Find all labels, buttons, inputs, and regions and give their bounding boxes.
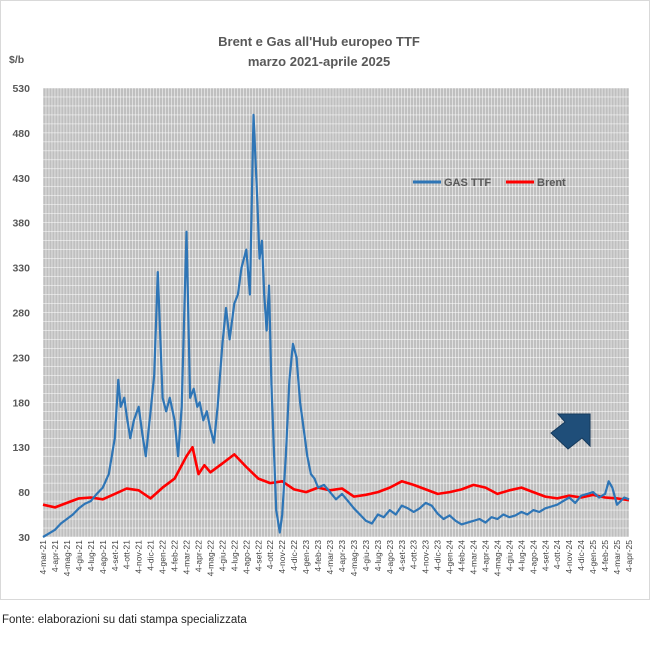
y-tick-label: 480 <box>12 128 30 140</box>
x-tick-label: 4-apr-23 <box>337 540 347 572</box>
x-tick-label: 4-set-24 <box>540 540 550 571</box>
x-tick-label: 4-ott-23 <box>409 540 419 570</box>
series-line-gas-ttf <box>42 113 630 538</box>
x-tick-label: 4-lug-24 <box>516 540 526 571</box>
x-tick-label: 4-mag-23 <box>349 540 359 577</box>
x-tick-label: 4-nov-23 <box>421 540 431 574</box>
x-tick-label: 4-ago-21 <box>98 540 108 574</box>
x-tick-label: 4-mag-21 <box>62 540 72 577</box>
x-tick-label: 4-nov-22 <box>277 540 287 574</box>
x-tick-label: 4-mag-22 <box>205 540 215 577</box>
x-tick-label: 4-feb-22 <box>170 540 180 572</box>
x-tick-label: 4-mar-23 <box>325 540 335 575</box>
x-tick-label: 4-mar-24 <box>469 540 479 575</box>
x-tick-label: 4-lug-23 <box>373 540 383 571</box>
x-tick-label: 4-lug-21 <box>86 540 96 571</box>
y-tick-label: 330 <box>12 263 30 275</box>
y-tick-label: 230 <box>12 352 30 364</box>
chart-title: Brent e Gas all'Hub europeo TTF <box>218 34 420 49</box>
x-tick-label: 4-giu-22 <box>217 540 227 571</box>
y-tick-label: 30 <box>18 532 30 544</box>
x-tick-label: 4-gen-24 <box>445 540 455 574</box>
x-tick-label: 4-set-22 <box>253 540 263 571</box>
x-tick-label: 4-lug-22 <box>229 540 239 571</box>
y-tick-label: 280 <box>12 308 30 320</box>
x-tick-label: 4-dic-22 <box>289 540 299 571</box>
x-tick-label: 4-giu-21 <box>74 540 84 571</box>
x-tick-label: 4-set-21 <box>110 540 120 571</box>
y-tick-label: 80 <box>18 487 30 499</box>
y-tick-label: 130 <box>12 442 30 454</box>
x-tick-label: 4-ott-22 <box>265 540 275 570</box>
x-tick-label: 4-feb-25 <box>600 540 610 572</box>
up-right-arrow-icon <box>550 413 591 450</box>
x-tick-label: 4-gen-23 <box>301 540 311 574</box>
x-tick-label: 4-ott-21 <box>122 540 132 570</box>
x-tick-label: 4-mar-21 <box>38 540 48 575</box>
x-tick-label: 4-ago-23 <box>385 540 395 574</box>
series-line-brent <box>42 445 630 509</box>
legend-label-gas-ttf: GAS TTF <box>444 177 491 189</box>
x-tick-label: 4-gen-22 <box>158 540 168 574</box>
x-tick-label: 4-ott-24 <box>552 540 562 570</box>
source-note: Fonte: elaborazioni su dati stampa speci… <box>2 614 247 626</box>
x-tick-label: 4-mar-25 <box>612 540 622 575</box>
y-tick-label: 530 <box>12 83 30 95</box>
x-tick-label: 4-ago-24 <box>528 540 538 574</box>
x-tick-label: 4-nov-21 <box>134 540 144 574</box>
x-tick-label: 4-apr-25 <box>624 540 634 572</box>
chart-subtitle: marzo 2021-aprile 2025 <box>248 54 390 69</box>
y-tick-label: 430 <box>12 173 30 185</box>
x-tick-label: 4-giu-24 <box>504 540 514 571</box>
x-tick-label: 4-apr-21 <box>50 540 60 572</box>
x-tick-label: 4-mag-24 <box>492 540 502 577</box>
series-layer <box>42 113 630 538</box>
x-tick-label: 4-feb-24 <box>457 540 467 572</box>
legend: GAS TTF Brent <box>413 177 566 189</box>
x-tick-label: 4-ago-22 <box>241 540 251 574</box>
y-axis-ticks: 30 80 130 180 230 280 330 380 430 480 530 <box>12 83 30 544</box>
y-axis-label: $/b <box>9 54 24 66</box>
x-tick-label: 4-dic-24 <box>576 540 586 571</box>
brent-gas-chart: Brent e Gas all'Hub europeo TTF marzo 20… <box>9 34 634 577</box>
x-axis-ticks: 4-mar-21 4-apr-21 4-mag-21 4-giu-21 4-lug-21… <box>38 540 634 577</box>
legend-label-brent: Brent <box>537 177 566 189</box>
chart-frame: Brent e Gas all'Hub europeo TTF marzo 20… <box>0 0 650 600</box>
y-tick-label: 380 <box>12 218 30 230</box>
x-tick-label: 4-giu-23 <box>361 540 371 571</box>
x-tick-label: 4-dic-21 <box>146 540 156 571</box>
x-tick-label: 4-apr-22 <box>193 540 203 572</box>
x-tick-label: 4-set-23 <box>397 540 407 571</box>
x-tick-label: 4-mar-22 <box>182 540 192 575</box>
x-tick-label: 4-dic-23 <box>433 540 443 571</box>
x-tick-label: 4-feb-23 <box>313 540 323 572</box>
y-tick-label: 180 <box>12 397 30 409</box>
x-tick-label: 4-apr-24 <box>480 540 490 572</box>
x-tick-label: 4-gen-25 <box>588 540 598 574</box>
x-tick-label: 4-nov-24 <box>564 540 574 574</box>
